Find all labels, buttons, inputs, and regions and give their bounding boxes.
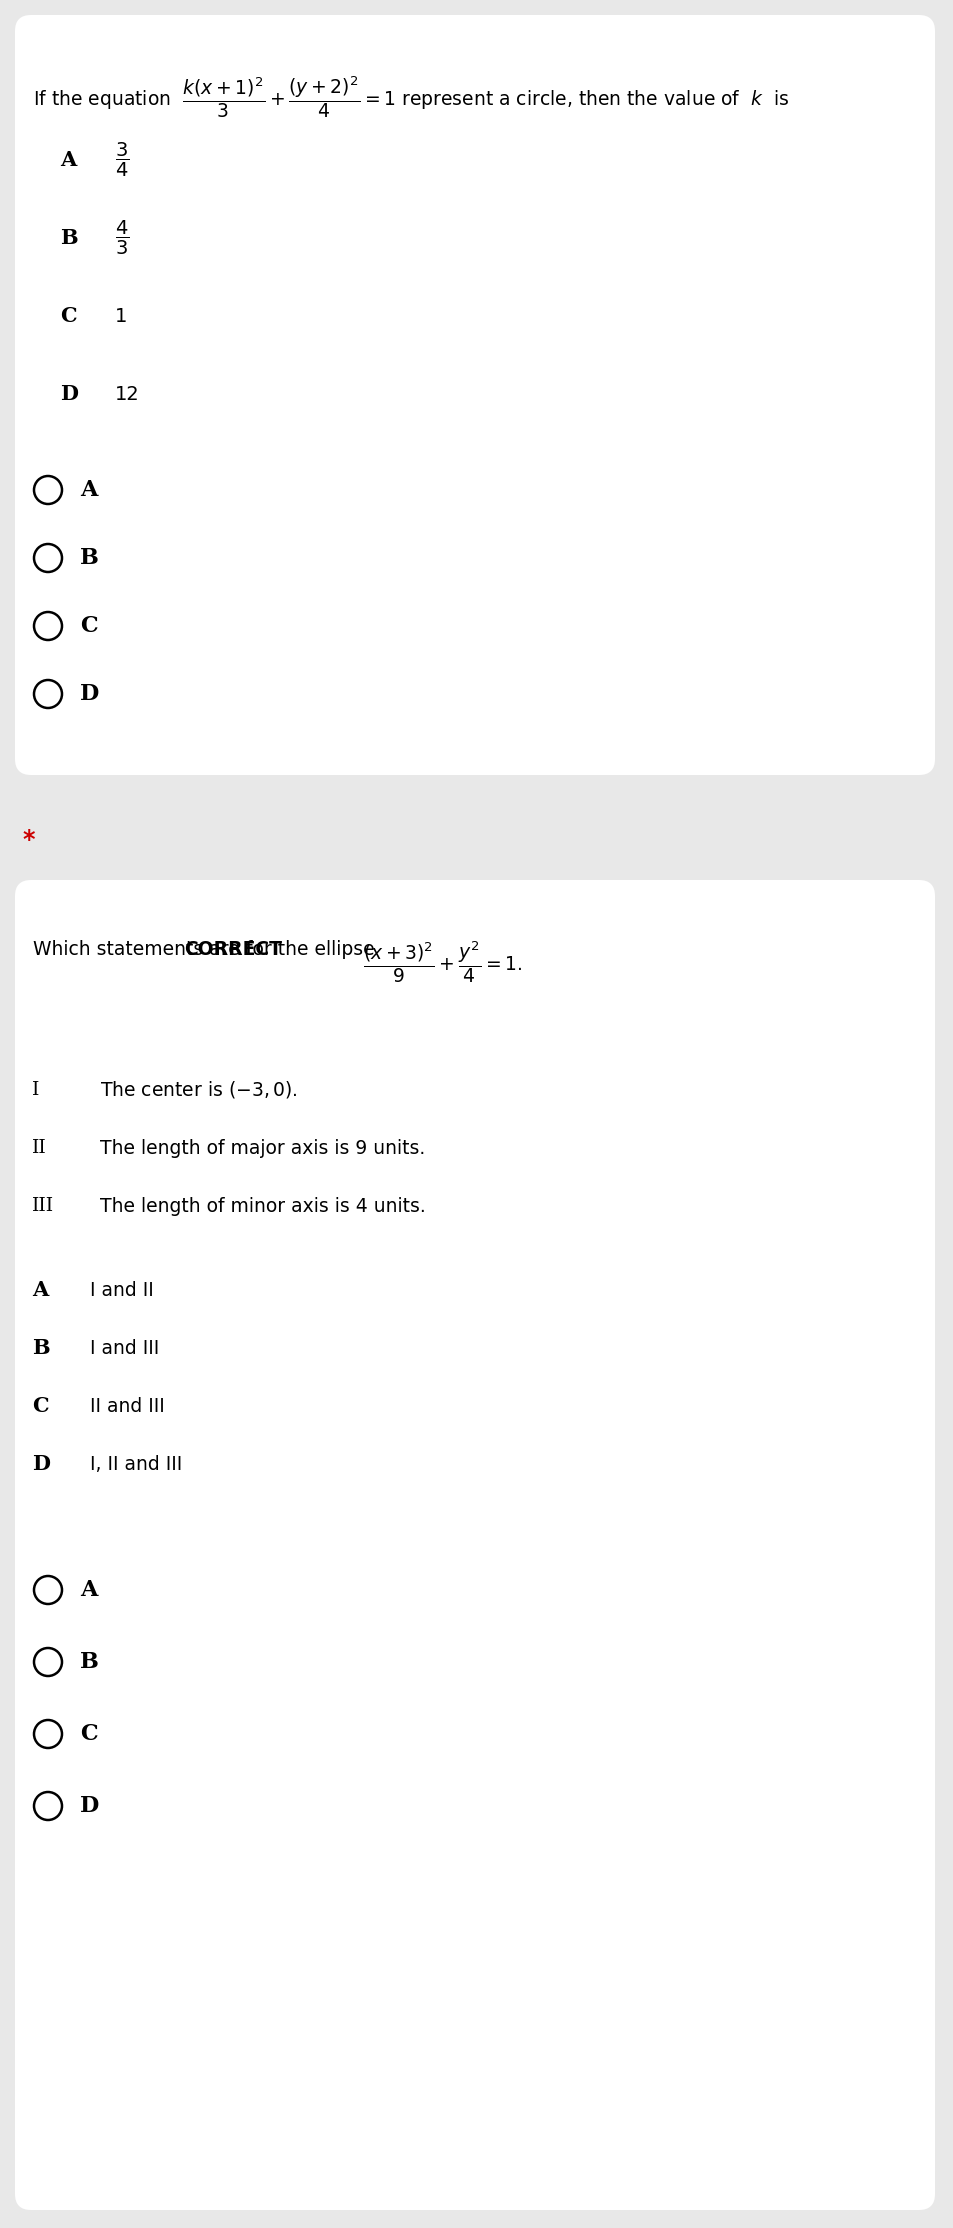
Text: C: C	[80, 1722, 97, 1745]
Text: D: D	[80, 684, 99, 704]
Text: B: B	[80, 548, 99, 568]
Text: The length of minor axis is 4 units.: The length of minor axis is 4 units.	[100, 1196, 425, 1216]
Text: C: C	[80, 615, 97, 637]
Text: B: B	[80, 1651, 99, 1673]
Text: The center is $(-3,0)$.: The center is $(-3,0)$.	[100, 1081, 297, 1101]
Text: C: C	[60, 305, 76, 325]
Text: I: I	[32, 1081, 39, 1098]
Text: $\dfrac{(x+3)^2}{9}+\dfrac{y^2}{4}=1.$: $\dfrac{(x+3)^2}{9}+\dfrac{y^2}{4}=1.$	[363, 940, 522, 985]
Text: A: A	[32, 1281, 49, 1299]
Text: *: *	[22, 829, 34, 851]
Text: If the equation  $\dfrac{k(x+1)^2}{3}+\dfrac{(y+2)^2}{4}=1$ represent a circle, : If the equation $\dfrac{k(x+1)^2}{3}+\df…	[33, 76, 788, 120]
Text: II and III: II and III	[90, 1397, 165, 1415]
Text: 12: 12	[115, 385, 139, 403]
Text: D: D	[80, 1796, 99, 1818]
Text: Which statements are: Which statements are	[33, 940, 246, 958]
Text: D: D	[60, 383, 78, 403]
Text: D: D	[32, 1455, 50, 1475]
FancyBboxPatch shape	[15, 16, 934, 775]
Text: A: A	[80, 1580, 97, 1602]
Text: $\dfrac{4}{3}$: $\dfrac{4}{3}$	[115, 218, 130, 256]
Text: A: A	[60, 149, 76, 169]
Text: C: C	[32, 1397, 49, 1417]
FancyBboxPatch shape	[15, 880, 934, 2210]
Text: A: A	[80, 479, 97, 501]
Text: I and II: I and II	[90, 1281, 153, 1299]
Text: I, II and III: I, II and III	[90, 1455, 182, 1473]
Text: II: II	[32, 1139, 47, 1156]
Text: B: B	[60, 227, 77, 247]
Text: CORRECT: CORRECT	[184, 940, 282, 958]
Text: for the ellipse: for the ellipse	[240, 940, 375, 958]
Text: III: III	[32, 1196, 54, 1214]
Text: I and III: I and III	[90, 1339, 159, 1357]
Text: $\dfrac{3}{4}$: $\dfrac{3}{4}$	[115, 140, 130, 178]
Text: 1: 1	[115, 307, 128, 325]
Text: The length of major axis is 9 units.: The length of major axis is 9 units.	[100, 1139, 425, 1159]
Text: B: B	[32, 1339, 50, 1359]
